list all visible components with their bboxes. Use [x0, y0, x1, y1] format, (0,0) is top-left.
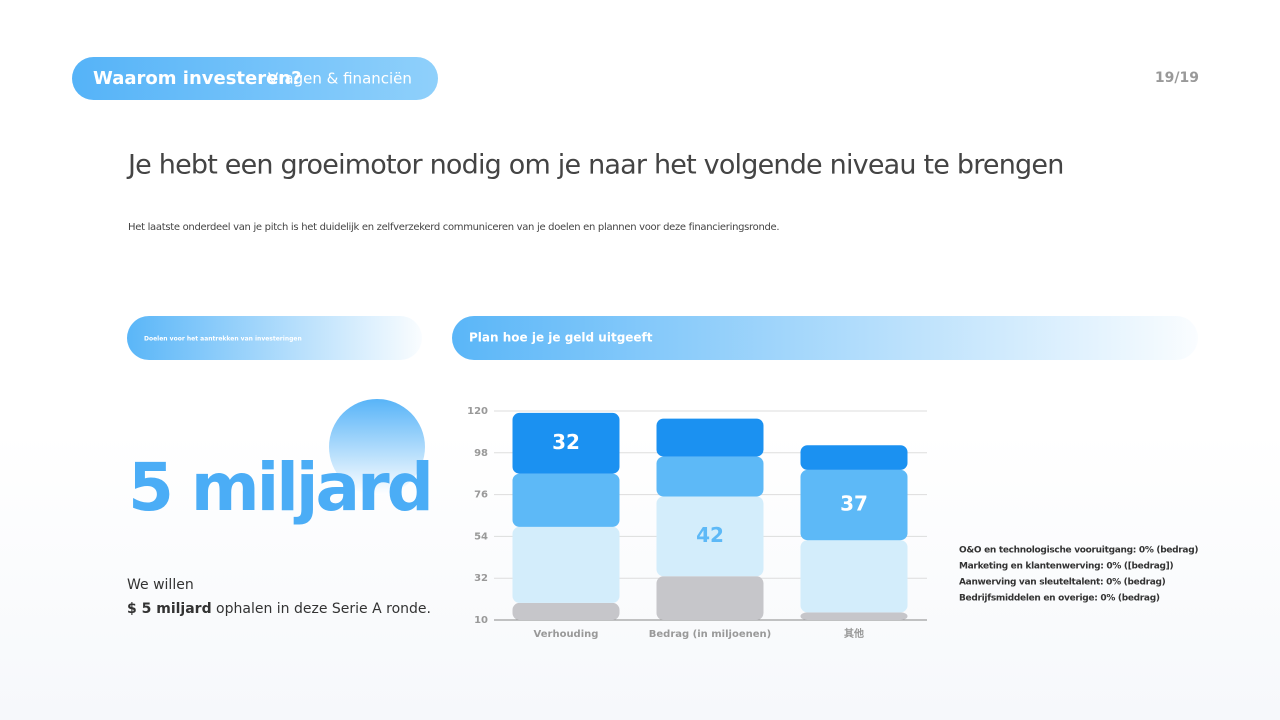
x-tick-label: Verhouding — [534, 629, 599, 640]
bar-segment — [800, 469, 908, 541]
y-tick-label: 10 — [474, 615, 488, 626]
data-label: 42 — [696, 523, 724, 547]
bar-segment — [512, 412, 620, 474]
bar-segment — [656, 576, 764, 620]
y-tick-label: 54 — [474, 531, 488, 542]
bar-segment — [512, 602, 620, 620]
amount-rest: ophalen in deze Serie A ronde. — [216, 601, 431, 617]
header-tag — [72, 57, 438, 100]
data-label: 37 — [840, 492, 868, 516]
bar-segment — [656, 496, 764, 577]
left-heading-pill — [127, 316, 422, 360]
amount-line: $ 5 miljard ophalen in deze Serie A rond… — [127, 601, 431, 617]
chart-note: O&O en technologische vooruitgang: 0% (b… — [959, 546, 1198, 556]
slide-subtitle: Het laatste onderdeel van je pitch is he… — [128, 222, 779, 233]
x-tick-label: Bedrag (in miljoenen) — [649, 629, 771, 640]
data-label: 32 — [552, 430, 580, 454]
bar-segment — [512, 526, 620, 603]
left-heading: Doelen voor het aantrekken van investeri… — [144, 336, 302, 343]
chart-note: Bedrijfsmiddelen en overige: 0% (bedrag) — [959, 594, 1160, 604]
amount: $ 5 miljard — [127, 601, 212, 617]
decor-circle — [329, 399, 425, 495]
slide-title: Je hebt een groeimotor nodig om je naar … — [126, 150, 1064, 181]
intro-text: We willen — [127, 577, 194, 593]
page-number: 19/19 — [1155, 70, 1199, 86]
y-tick-label: 98 — [474, 448, 488, 459]
y-tick-label: 120 — [467, 406, 488, 417]
bar-segment — [512, 473, 620, 527]
bar-segment — [800, 540, 908, 613]
bar-segment — [800, 612, 908, 620]
y-tick-label: 32 — [474, 573, 488, 584]
chart-title: Plan hoe je je geld uitgeeft — [469, 331, 653, 345]
tag-subtitle: Vragen & financiën — [268, 70, 412, 88]
y-tick-label: 76 — [474, 490, 488, 501]
x-tick-label: 其他 — [844, 627, 864, 640]
chart-title-pill — [452, 316, 1198, 360]
bar-segment — [800, 445, 908, 470]
chart-note: Aanwerving van sleuteltalent: 0% (bedrag… — [959, 578, 1166, 588]
bar-segment — [656, 418, 764, 457]
big-number: 5 miljard — [128, 449, 431, 526]
tag-title: Waarom investeren? — [93, 68, 302, 89]
chart-note: Marketing en klantenwerving: 0% ([bedrag… — [959, 562, 1173, 572]
bar-segment — [656, 456, 764, 497]
